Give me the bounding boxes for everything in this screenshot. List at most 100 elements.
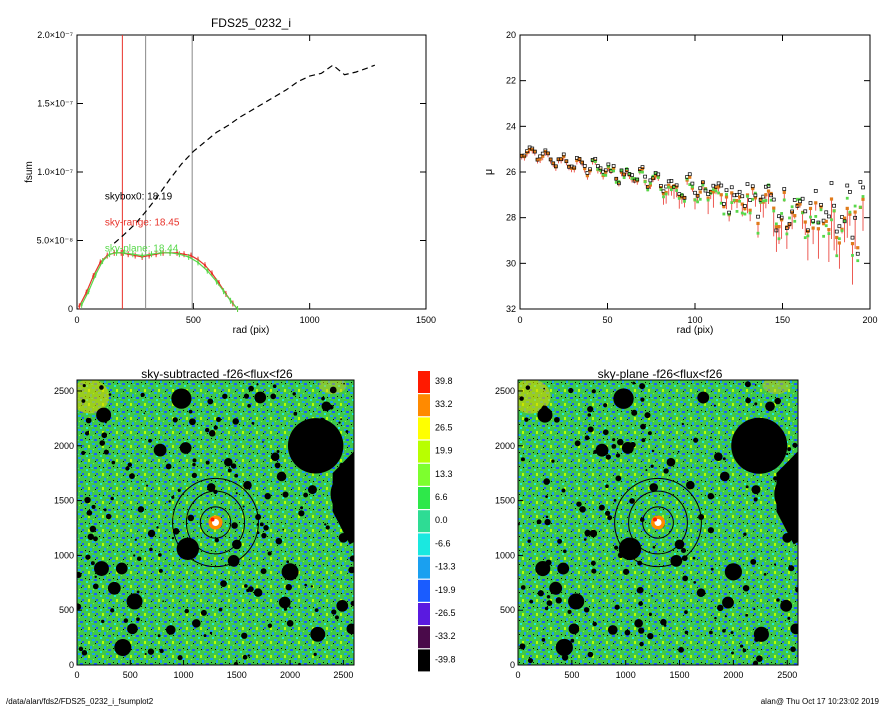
mu-point-orange [787, 223, 792, 227]
sub-speckle-mask [108, 393, 112, 396]
mu-point-orange [522, 155, 526, 159]
sub-speckle-mask [275, 537, 283, 545]
mu-point-green [656, 176, 660, 179]
fsum-x-tick-label: 500 [186, 315, 201, 325]
colorbar-label: -6.6 [435, 538, 451, 548]
pln-speckle-mask [787, 616, 791, 620]
pln-speckle-mask [617, 552, 624, 559]
sub-star-mask [264, 492, 271, 500]
pln-speckle-mask [576, 501, 582, 507]
sub-galaxy-hot [210, 517, 215, 522]
sky-plane-frame [517, 379, 799, 666]
fsum-series-line [81, 252, 238, 310]
sub-speckle-mask [338, 515, 344, 520]
mu-point-orange [785, 225, 789, 229]
pln-speckle-mask [752, 660, 759, 665]
sub-speckle-mask [204, 427, 210, 433]
pln-star-mask [751, 485, 761, 495]
pln-speckle-mask [742, 584, 750, 592]
mu-point-orange [583, 167, 587, 171]
sub-speckle-mask [343, 382, 345, 385]
sub-x-tick-label: 500 [123, 670, 138, 680]
sub-speckle-mask [313, 652, 317, 657]
mu-point-orange [549, 157, 553, 162]
sub-middle-ellipse [185, 490, 246, 555]
sub-speckle-mask [303, 492, 309, 498]
sub-star-mask [321, 401, 332, 412]
mu-point-orange [682, 195, 687, 200]
mu-point-green [767, 183, 770, 187]
sub-star-mask [336, 599, 349, 612]
pln-star-mask [589, 529, 598, 538]
sub-speckle-mask [220, 580, 227, 588]
mu-point-green [824, 224, 828, 228]
sub-speckle-mask [263, 525, 269, 531]
sub-speckle-mask [340, 418, 343, 421]
mu-point-orange [730, 191, 734, 195]
mu-point-green [635, 177, 639, 181]
mu-point-black [743, 204, 747, 208]
fsum-point [108, 253, 111, 256]
pln-speckle-mask [611, 443, 617, 449]
mu-point-green [832, 209, 836, 213]
mu-point-green [756, 231, 760, 235]
sub-star-mask [224, 457, 233, 467]
mu-point-orange [701, 181, 705, 185]
mu-point-orange [535, 157, 540, 162]
pln-speckle-mask [644, 412, 651, 419]
fsum-point [150, 253, 153, 256]
sub-speckle-mask [293, 411, 298, 416]
mu-point-orange [827, 228, 831, 232]
sub-speckle-mask [84, 496, 91, 504]
mu-point-green [740, 211, 744, 215]
mu-point-green [743, 212, 747, 216]
sub-speckle-mask [168, 500, 171, 503]
sub-star-mask [192, 619, 201, 628]
mu-point-black [669, 179, 674, 183]
pln-speckle-mask [773, 563, 777, 566]
pln-speckle-mask [639, 383, 646, 390]
pln-speckle-mask [741, 424, 745, 428]
sub-speckle-mask [241, 632, 248, 639]
mu-point-green [772, 209, 776, 213]
mu-point-green [732, 198, 736, 202]
mu-point-black [659, 184, 663, 188]
sub-speckle-mask [247, 404, 251, 408]
sub-speckle-mask [251, 421, 255, 425]
fsum-point [122, 251, 125, 254]
mu-point-green [593, 160, 597, 163]
colorbar-label: 19.9 [435, 446, 453, 456]
pln-speckle-mask [623, 568, 630, 575]
sub-speckle-mask [140, 392, 145, 398]
sub-speckle-mask [205, 460, 210, 465]
mu-point-black [845, 183, 850, 188]
mu-point-black [588, 167, 592, 172]
mu-point-orange [580, 160, 584, 164]
pln-speckle-mask [527, 539, 531, 543]
sub-y-tick-label: 2500 [54, 386, 74, 396]
pln-speckle-mask [754, 402, 758, 406]
sub-speckle-mask [260, 568, 267, 575]
mu-point-black [850, 235, 855, 240]
pln-x-tick-label: 2000 [723, 670, 743, 680]
sub-speckle-mask [338, 421, 341, 424]
pln-speckle-mask [647, 632, 654, 640]
pln-speckle-mask [561, 488, 566, 493]
sub-speckle-mask [235, 492, 238, 495]
sub-speckle-mask [192, 462, 196, 467]
pln-speckle-mask [790, 646, 796, 653]
mu-point-black [593, 156, 598, 161]
fsum-point [229, 299, 232, 302]
mu-point-black [819, 202, 823, 207]
mu-point-black [729, 185, 734, 190]
mu-point-orange [824, 219, 828, 223]
sub-speckle-mask [322, 428, 328, 433]
mu-point-black [627, 172, 632, 176]
sub-speckle-mask [99, 440, 106, 446]
sub-speckle-mask [299, 448, 304, 453]
mu-point-orange [664, 190, 668, 195]
pln-speckle-mask [561, 654, 569, 661]
mu-point-orange [559, 157, 563, 161]
mu-point-orange [538, 157, 542, 161]
sub-speckle-mask [242, 505, 245, 508]
